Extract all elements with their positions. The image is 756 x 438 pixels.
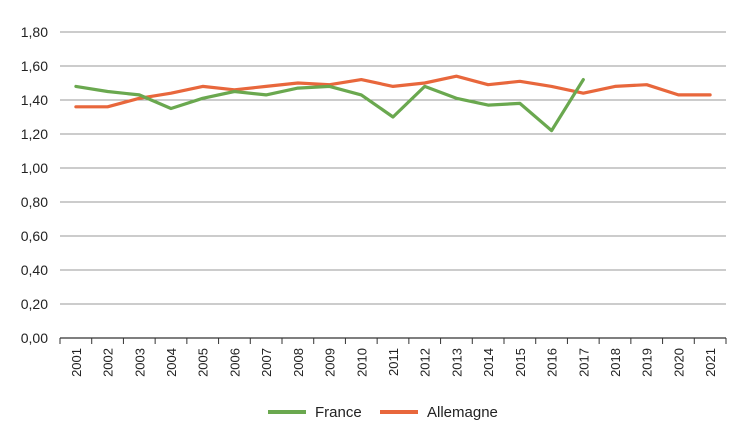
y-axis: 0,00 0,20 0,40 0,60 0,80 1,00 1,20 1,40 1,60 1,80 xyxy=(21,24,48,346)
gridlines xyxy=(60,31,726,305)
x-tick-label: 2008 xyxy=(291,348,306,377)
x-tick-label: 2020 xyxy=(671,348,686,377)
y-tick-label: 0,20 xyxy=(21,296,48,312)
series-lines xyxy=(74,74,712,133)
x-tick-label: 2019 xyxy=(640,348,655,377)
y-tick-label: 0,00 xyxy=(21,330,48,346)
y-tick-label: 0,60 xyxy=(21,228,48,244)
x-tick-label: 2014 xyxy=(481,348,496,377)
x-tick-label: 2017 xyxy=(576,348,591,377)
x-tick-label: 2003 xyxy=(132,348,147,377)
x-tick-label: 2015 xyxy=(513,348,528,377)
x-tick-label: 2021 xyxy=(703,348,718,377)
y-tick-label: 1,80 xyxy=(21,24,48,40)
x-tick-label: 2001 xyxy=(69,348,84,377)
x-tick-label: 2018 xyxy=(608,348,623,377)
x-tick-label: 2005 xyxy=(196,348,211,377)
y-tick-label: 1,20 xyxy=(21,126,48,142)
y-tick-label: 1,60 xyxy=(21,58,48,74)
series-line-france xyxy=(74,77,585,133)
x-tick-label: 2013 xyxy=(449,348,464,377)
y-tick-label: 0,80 xyxy=(21,194,48,210)
x-tick-label: 2016 xyxy=(545,348,560,377)
x-tick-label: 2004 xyxy=(164,348,179,377)
x-tick-label: 2012 xyxy=(418,348,433,377)
x-tick-label: 2011 xyxy=(386,348,401,376)
x-tick-label: 2009 xyxy=(323,348,338,377)
legend-label-allemagne: Allemagne xyxy=(427,404,498,421)
y-tick-label: 0,40 xyxy=(21,262,48,278)
x-tick-label: 2002 xyxy=(101,348,116,377)
x-axis: 2001 2002 2003 2004 2005 2006 2007 2008 2009 2010… xyxy=(59,337,727,377)
legend: France Allemagne xyxy=(268,404,498,421)
x-tick-label: 2007 xyxy=(259,348,274,377)
y-tick-label: 1,40 xyxy=(21,92,48,108)
y-tick-label: 1,00 xyxy=(21,160,48,176)
legend-label-france: France xyxy=(315,404,362,421)
x-tick-label: 2010 xyxy=(354,348,369,377)
series-line-allemagne xyxy=(74,74,712,109)
x-tick-label: 2006 xyxy=(227,348,242,377)
